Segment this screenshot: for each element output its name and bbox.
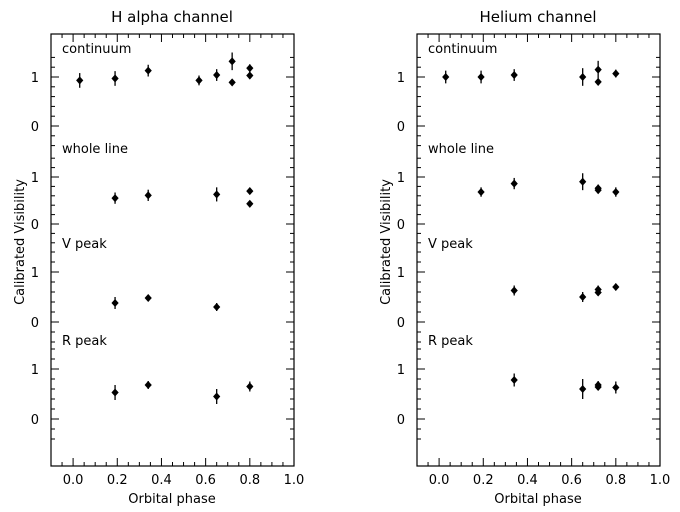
- data-point: [144, 191, 152, 200]
- y-tick-label: 0: [31, 413, 39, 428]
- x-tick-label: 0.2: [473, 473, 494, 488]
- chart-left: H alpha channel Orbital phase Calibrated…: [13, 8, 304, 507]
- panel-label: continuum: [62, 42, 131, 57]
- data-point: [228, 57, 236, 66]
- x-tick-label: 0.4: [517, 473, 538, 488]
- y-tick-label: 0: [397, 120, 405, 135]
- y-tick-label: 0: [31, 316, 39, 331]
- data-point: [246, 64, 254, 73]
- panel-label: V peak: [62, 237, 107, 252]
- x-tick-label: 1.0: [284, 473, 305, 488]
- data-point: [579, 177, 587, 186]
- x-tick-label: 0.6: [195, 473, 216, 488]
- y-tick-label: 0: [397, 316, 405, 331]
- y-tick-label: 1: [31, 363, 39, 378]
- data-point: [612, 383, 620, 392]
- y-tick-label: 0: [31, 218, 39, 233]
- data-point: [612, 282, 620, 292]
- data-point: [246, 187, 254, 196]
- data-point: [612, 69, 620, 78]
- panel-label: whole line: [62, 142, 128, 157]
- data-point: [213, 302, 221, 312]
- x-tick-label: 0.8: [605, 473, 626, 488]
- y-tick-label: 0: [31, 120, 39, 135]
- data-point: [510, 286, 518, 295]
- data-point: [477, 187, 485, 197]
- data-point: [246, 382, 254, 391]
- x-axis-label-left: Orbital phase: [128, 492, 215, 507]
- x-tick-label: 0.2: [107, 473, 128, 488]
- x-tick-label: 0.6: [561, 473, 582, 488]
- data-point: [594, 288, 602, 297]
- panel-label: V peak: [428, 237, 473, 252]
- y-tick-label: 1: [31, 171, 39, 186]
- data-point: [213, 190, 221, 199]
- panel-label: whole line: [428, 142, 494, 157]
- data-point: [579, 384, 587, 394]
- data-point: [442, 72, 450, 82]
- data-point: [594, 186, 602, 195]
- data-point: [144, 293, 152, 303]
- data-point: [111, 388, 119, 397]
- data-point: [144, 66, 152, 75]
- data-point: [195, 76, 203, 85]
- chart-title-left: H alpha channel: [111, 8, 233, 26]
- data-point: [510, 375, 518, 385]
- y-axis-label-left: Calibrated Visibility: [13, 179, 28, 305]
- data-point: [594, 382, 602, 392]
- y-tick-label: 1: [397, 266, 405, 281]
- data-point: [510, 179, 518, 188]
- marks-right: 0.0 0.2 0.4 0.6 0.8 1.0 0 1 continuum 0 1 whole lin…: [397, 33, 671, 488]
- x-tick-label: 0.8: [239, 473, 260, 488]
- y-tick-label: 1: [397, 71, 405, 86]
- y-tick-label: 0: [397, 218, 405, 233]
- x-tick-label: 0.0: [429, 473, 450, 488]
- data-point: [111, 194, 119, 203]
- chart-right: Helium channel Orbital phase Calibrated …: [379, 8, 670, 507]
- data-point: [111, 74, 119, 83]
- data-point: [246, 71, 254, 80]
- panel-label: R peak: [62, 334, 107, 349]
- x-tick-label: 1.0: [650, 473, 671, 488]
- panel-label: continuum: [428, 42, 497, 57]
- data-point: [111, 298, 119, 308]
- data-point: [612, 187, 620, 197]
- data-point: [594, 65, 602, 74]
- data-point: [144, 380, 152, 390]
- chart-title-right: Helium channel: [479, 8, 596, 26]
- data-point: [510, 70, 518, 80]
- x-tick-label: 0.4: [151, 473, 172, 488]
- y-tick-label: 1: [31, 71, 39, 86]
- data-point: [246, 199, 254, 208]
- y-tick-label: 0: [397, 413, 405, 428]
- data-point: [76, 76, 84, 85]
- data-point: [579, 72, 587, 82]
- y-tick-label: 1: [31, 266, 39, 281]
- data-point: [594, 77, 602, 86]
- data-point: [213, 392, 221, 401]
- y-tick-label: 1: [397, 363, 405, 378]
- data-point: [228, 78, 236, 87]
- marks-left: 0.0 0.2 0.4 0.6 0.8 1.0 0 1 continuum 0 1 whole lin…: [31, 33, 305, 488]
- x-axis-label-right: Orbital phase: [494, 492, 581, 507]
- data-point: [213, 70, 221, 80]
- y-axis-label-right: Calibrated Visibility: [379, 179, 394, 305]
- data-point: [477, 72, 485, 82]
- panel-label: R peak: [428, 334, 473, 349]
- data-point: [579, 292, 587, 302]
- y-tick-label: 1: [397, 171, 405, 186]
- x-tick-label: 0.0: [63, 473, 84, 488]
